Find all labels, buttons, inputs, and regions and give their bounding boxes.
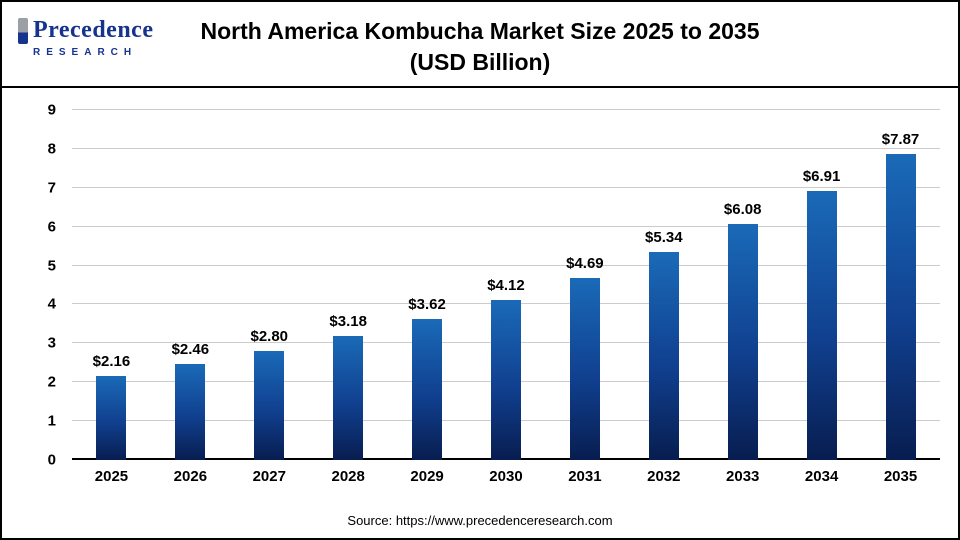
x-label-2027: 2027 — [252, 468, 286, 485]
y-tick-label-8: 8 — [47, 140, 56, 158]
bar-slot-2025: $2.16 — [72, 110, 151, 460]
bar-slot-2030: $4.12 — [467, 110, 546, 460]
bar-value-label-2028: $3.18 — [329, 313, 367, 331]
source-note: Source: https://www.precedenceresearch.c… — [347, 513, 613, 528]
bars-container: $2.16 $2.46 $2.80 $3.18 $3.62 $4.12 $4.69 $5.34… — [72, 110, 940, 460]
y-tick-label-5: 5 — [47, 257, 56, 275]
plot-wrap: $2.16 $2.46 $2.80 $3.18 $3.62 $4.12 $4.69 $5.34… — [72, 109, 940, 460]
bar-value-label-2027: $2.80 — [250, 328, 289, 346]
bar-2033 — [727, 223, 758, 460]
x-label-2032: 2032 — [647, 468, 681, 485]
bar-2028 — [333, 336, 364, 460]
y-axis-labels: 0 1 2 3 4 5 6 7 8 9 — [30, 102, 64, 469]
x-label-2029: 2029 — [410, 468, 444, 485]
x-label-2035: 2035 — [883, 468, 918, 485]
bar-slot-2028: $3.18 — [309, 110, 388, 460]
x-label-2034: 2034 — [804, 468, 839, 485]
x-label-2033: 2033 — [726, 468, 760, 485]
brand-logo: Precedence RESEARCH — [18, 18, 154, 58]
y-tick-label-4: 4 — [47, 295, 56, 313]
x-label-2025: 2025 — [94, 468, 129, 485]
bar-2029 — [412, 319, 443, 460]
x-label-2028: 2028 — [331, 468, 365, 485]
y-tick-label-0: 0 — [47, 451, 56, 469]
bar-value-label-2025: $2.16 — [92, 353, 131, 370]
bar-2032 — [648, 252, 679, 460]
bar-slot-2026: $2.46 — [151, 110, 230, 460]
chart-region: 0 1 2 3 4 5 6 7 8 9 $2.16 $2.46 $2.80 $3.18 $3.62 $4.1… — [2, 90, 958, 538]
bar-slot-2035: $7.87 — [861, 110, 940, 460]
bar-slot-2027: $2.80 — [230, 110, 309, 460]
chart-title-line2: (USD Billion) — [409, 49, 551, 76]
y-tick-label-9: 9 — [47, 101, 56, 119]
y-tick-label-2: 2 — [47, 373, 56, 391]
chart-header: Precedence RESEARCH North America Kombuc… — [2, 2, 958, 88]
y-tick-label-3: 3 — [47, 334, 56, 352]
bar-value-label-2029: $3.62 — [408, 296, 446, 314]
bar-2027 — [254, 351, 285, 460]
logo-row: Precedence — [18, 18, 154, 44]
bar-value-label-2026: $2.46 — [171, 341, 210, 359]
gridline-y6 — [72, 225, 940, 227]
gridline-y9 — [72, 109, 940, 110]
bar-value-label-2034: $6.91 — [802, 168, 841, 186]
logo-name: Precedence — [33, 17, 154, 43]
bar-slot-2033: $6.08 — [703, 110, 782, 460]
bar-slot-2029: $3.62 — [388, 110, 467, 460]
bar-2025 — [96, 376, 127, 460]
bar-value-label-2035: $7.87 — [881, 130, 920, 148]
gridline-y8 — [72, 147, 940, 149]
y-tick-label-7: 7 — [47, 179, 56, 197]
bar-slot-2034: $6.91 — [782, 110, 861, 460]
bar-value-label-2030: $4.12 — [487, 276, 525, 294]
x-label-2026: 2026 — [173, 468, 208, 485]
x-axis-labels: 2025 2026 2027 2028 2029 2030 2031 2032 2033 2034… — [72, 468, 940, 485]
bar-2030 — [490, 299, 521, 460]
bar-2035 — [885, 153, 916, 460]
bar-slot-2032: $5.34 — [624, 110, 703, 460]
bar-2026 — [175, 364, 206, 460]
gridline-y7 — [72, 186, 940, 188]
bar-2034 — [806, 191, 837, 460]
y-tick-label-1: 1 — [47, 412, 56, 430]
y-tick-label-6: 6 — [47, 218, 56, 236]
logo-icon — [18, 18, 28, 44]
bar-slot-2031: $4.69 — [545, 110, 624, 460]
x-label-2031: 2031 — [568, 468, 602, 485]
bar-value-label-2031: $4.69 — [566, 254, 604, 272]
bar-value-label-2032: $5.34 — [645, 229, 683, 247]
chart-title-line1: North America Kombucha Market Size 2025 … — [200, 18, 760, 44]
gridline-y5 — [72, 264, 940, 266]
x-label-2030: 2030 — [489, 468, 523, 485]
bar-2031 — [569, 277, 600, 460]
chart-title: North America Kombucha Market Size 2025 … — [2, 16, 958, 78]
logo-subtitle: RESEARCH — [33, 47, 138, 58]
bar-value-label-2033: $6.08 — [723, 200, 762, 218]
